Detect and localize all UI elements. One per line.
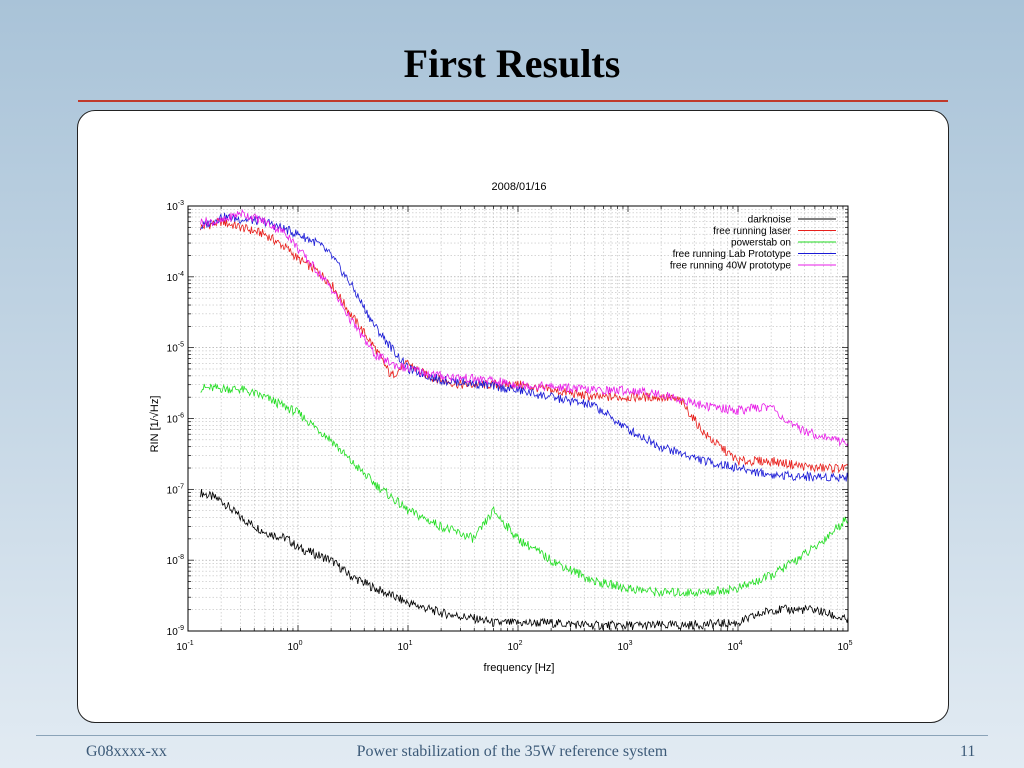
legend-label-darknoise: darknoise (748, 215, 792, 226)
x-axis-label: frequency [Hz] (484, 662, 555, 674)
footer-page-number: 11 (960, 743, 976, 760)
y-tick-label: 10-8 (167, 554, 184, 567)
rin-chart: 10-1 100 101 102 103 104 105 10-910-810-710-61… (149, 181, 853, 674)
legend-label-free-running-40w-prototype: free running 40W prototype (670, 261, 792, 272)
footer-document-id: G08xxxx-xx (86, 743, 167, 760)
y-axis-label: RIN [1/√Hz] (149, 396, 161, 453)
x-tick-label: 10-1 (176, 640, 193, 653)
legend-label-free-running-lab-prototype: free running Lab Prototype (673, 249, 792, 260)
grid (187, 206, 848, 632)
y-tick-label: 10-6 (167, 413, 184, 426)
x-tick-labels: 10-1 100 101 102 103 104 105 (176, 640, 852, 653)
x-tick-label: 105 (837, 640, 852, 653)
footer-presentation-title: Power stabilization of the 35W reference… (356, 743, 668, 760)
chart-title: 2008/01/16 (491, 181, 546, 193)
y-tick-label: 10-9 (167, 625, 184, 638)
legend-label-free-running-laser: free running laser (713, 226, 791, 237)
series-line-powerstab-on (200, 382, 849, 598)
plot-area (200, 208, 849, 631)
slide-title: First Results (403, 41, 621, 86)
y-tick-label: 10-7 (167, 483, 184, 496)
title-divider (78, 100, 948, 102)
x-tick-label: 102 (507, 640, 522, 653)
x-tick-label: 101 (397, 640, 412, 653)
legend-label-powerstab-on: powerstab on (731, 238, 791, 249)
x-tick-label: 104 (727, 640, 742, 653)
y-tick-labels: 10-9 10-8 10-7 10-6 10-5 10-4 10-3 (167, 200, 184, 638)
chart-panel: 10-1 100 101 102 103 104 105 10-9 10-8 10-7 10-6 1… (77, 110, 949, 723)
series-line-free-running-lab-prototype (200, 212, 849, 483)
series-line-darknoise (200, 488, 849, 631)
x-tick-label: 100 (287, 640, 302, 653)
tick-marks (187, 206, 848, 632)
series-line-free-running-40w-prototype (200, 208, 849, 447)
x-tick-label: 103 (617, 640, 632, 653)
y-tick-label: 10-5 (167, 342, 184, 355)
y-tick-label: 10-3 (167, 200, 184, 213)
y-tick-label: 10-4 (167, 271, 184, 284)
footer-divider (36, 735, 988, 736)
